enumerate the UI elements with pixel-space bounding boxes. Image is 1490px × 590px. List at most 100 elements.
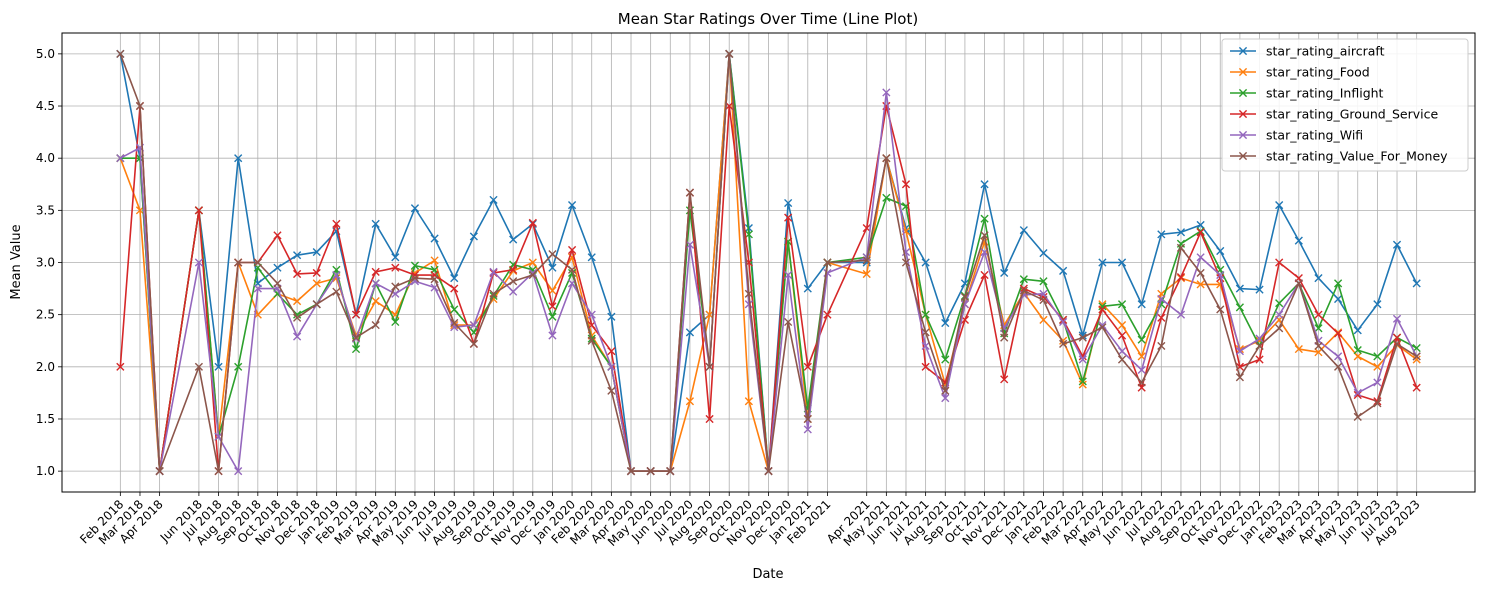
data-point [234,154,243,163]
data-point [1000,268,1009,278]
data-point [882,154,891,163]
data-point [823,258,832,267]
data-point [1373,352,1382,361]
y-tick-label: 3.0 [36,256,55,270]
legend-marker [1238,151,1248,161]
data-point [1275,310,1284,319]
data-point [312,279,321,288]
data-point [607,312,616,321]
data-point [293,332,302,341]
data-point [391,317,400,327]
data-point [1157,313,1166,322]
data-point [1294,344,1303,354]
legend-label: star_rating_Value_For_Money [1266,149,1448,164]
data-point [332,270,341,280]
data-point [312,247,321,257]
data-point [489,195,498,205]
data-point [705,362,714,371]
data-point [921,328,930,337]
data-point [332,287,341,296]
data-point [1176,273,1186,282]
data-point [135,101,145,111]
data-point [116,154,125,163]
data-point [391,253,400,262]
data-point [784,270,793,280]
data-point [371,279,380,288]
data-point [1373,300,1382,309]
data-point [685,328,695,337]
data-point [1098,323,1107,332]
legend-entry: star_rating_aircraft [1230,44,1385,59]
legend-box [1221,38,1469,172]
data-point [1235,284,1244,293]
data-point [410,261,420,270]
data-point [1412,352,1421,361]
data-point [784,317,793,327]
data-point [410,204,420,213]
data-point [1078,333,1087,342]
data-point [430,275,439,284]
data-point [450,318,459,328]
data-point [1255,334,1264,343]
data-point [1412,279,1421,288]
data-point [921,362,930,371]
data-point [1039,295,1048,305]
legend-label: star_rating_aircraft [1266,44,1385,59]
data-point [587,336,596,345]
series-star_rating_Value_For_Money [116,49,1421,476]
data-point [1353,412,1362,421]
data-point [803,284,812,293]
data-point [764,467,773,476]
data-point [253,284,262,293]
data-point [1098,320,1107,330]
data-point [1117,347,1127,356]
data-point [1059,266,1068,275]
y-tick-label: 4.5 [36,99,55,113]
data-point [371,219,380,228]
data-point [194,362,203,371]
data-point [1255,355,1264,364]
data-point [332,219,341,228]
data-point [607,386,616,395]
data-point [744,300,753,309]
legend-label: star_rating_Wifi [1266,128,1363,143]
data-point [1235,347,1244,356]
data-point [430,256,439,265]
data-point [1196,280,1205,289]
data-point [469,232,478,241]
data-point [214,362,223,371]
data-point [1275,299,1284,308]
data-point [941,386,950,395]
data-point [1334,352,1343,361]
data-point [469,320,478,330]
data-point [882,88,891,97]
data-point [1334,329,1343,338]
data-point [587,253,596,262]
data-point [666,467,675,476]
data-point [607,347,616,356]
data-point [1059,317,1068,327]
data-point [1117,258,1127,267]
data-point [1353,346,1362,355]
data-point [1059,339,1068,348]
data-point [253,258,262,267]
data-point [921,310,930,319]
y-axis-title: Mean Value [9,224,24,299]
data-point [1373,399,1382,408]
data-point [234,362,243,371]
legend-marker [1238,67,1248,77]
data-point [921,258,930,267]
data-point [823,310,832,319]
x-axis-title: Date [752,567,783,582]
data-point [548,312,557,321]
y-tick-label: 2.5 [36,308,55,322]
data-point [391,263,400,272]
data-point [1196,228,1205,237]
data-point [685,397,695,406]
data-point [293,313,302,322]
data-point [351,333,361,342]
data-point [803,425,812,434]
data-point [567,265,577,274]
data-point [882,193,891,202]
